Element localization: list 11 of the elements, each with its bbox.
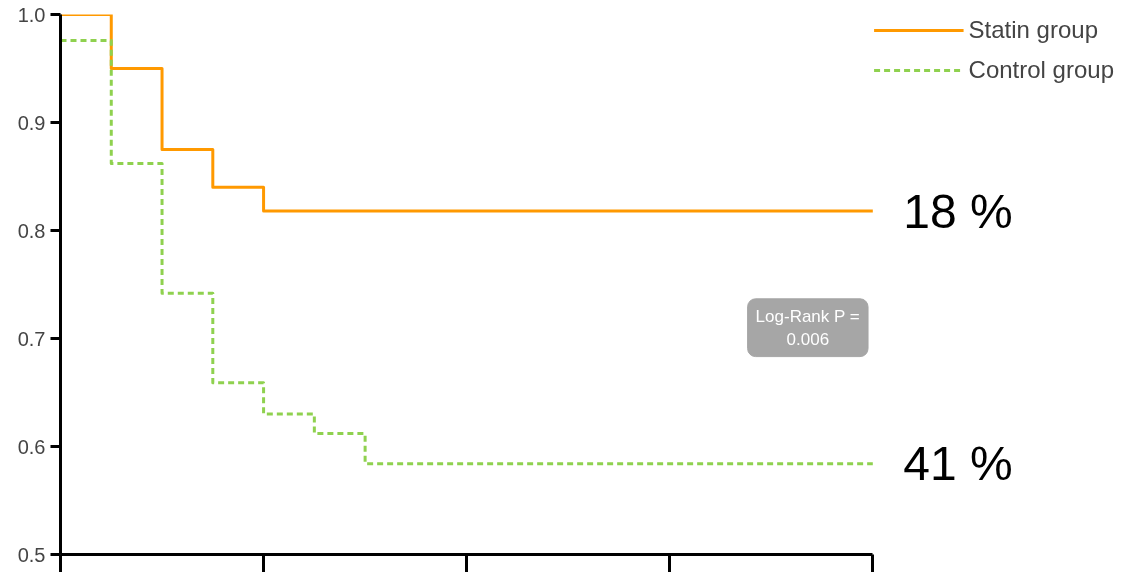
legend-label: Statin group bbox=[968, 16, 1098, 44]
y-tick-label: 0.9 bbox=[17, 111, 46, 134]
y-tick-label: 0.6 bbox=[17, 435, 46, 458]
y-tick-label: 0.5 bbox=[17, 543, 46, 566]
text: 41 % bbox=[903, 437, 1013, 491]
text: 18 % bbox=[903, 184, 1013, 238]
y-tick-label: 1.0 bbox=[17, 3, 46, 26]
y-tick-label: 0.8 bbox=[17, 219, 46, 242]
annotation: Log-Rank P = 0.006 bbox=[755, 306, 860, 349]
legend-label: Control group bbox=[968, 56, 1114, 84]
y-tick-label: 0.7 bbox=[17, 327, 46, 350]
